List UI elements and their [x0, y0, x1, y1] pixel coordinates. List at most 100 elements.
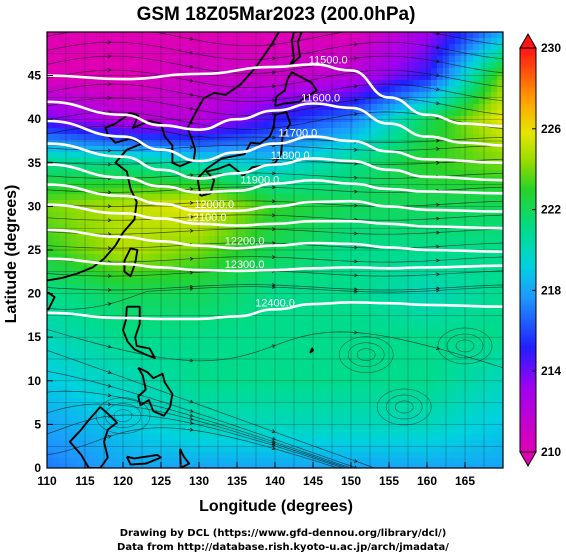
- field-cell: [335, 80, 342, 87]
- field-cell: [173, 56, 180, 63]
- field-cell: [365, 368, 372, 375]
- field-cell: [47, 176, 54, 183]
- field-cell: [317, 308, 324, 315]
- field-cell: [263, 392, 270, 399]
- field-cell: [275, 68, 282, 75]
- field-cell: [311, 38, 318, 45]
- field-cell: [155, 332, 162, 339]
- field-cell: [143, 416, 150, 423]
- field-cell: [191, 140, 198, 147]
- field-cell: [131, 278, 138, 285]
- field-cell: [311, 362, 318, 369]
- field-cell: [359, 320, 366, 327]
- field-cell: [449, 182, 456, 189]
- field-cell: [143, 218, 150, 225]
- field-cell: [65, 98, 72, 105]
- field-cell: [407, 404, 414, 411]
- field-cell: [113, 410, 120, 417]
- field-cell: [203, 302, 210, 309]
- field-cell: [239, 182, 246, 189]
- field-cell: [305, 248, 312, 255]
- field-cell: [401, 134, 408, 141]
- field-cell: [431, 38, 438, 45]
- field-cell: [131, 140, 138, 147]
- field-cell: [347, 194, 354, 201]
- field-cell: [335, 284, 342, 291]
- field-cell: [329, 206, 336, 213]
- field-cell: [47, 404, 54, 411]
- field-cell: [401, 230, 408, 237]
- field-cell: [59, 272, 66, 279]
- field-cell: [185, 362, 192, 369]
- field-cell: [359, 272, 366, 279]
- field-cell: [323, 290, 330, 297]
- field-cell: [425, 50, 432, 57]
- chart-title: GSM 18Z05Mar2023 (200.0hPa): [137, 4, 416, 25]
- field-cell: [467, 326, 474, 333]
- field-cell: [47, 326, 54, 333]
- field-cell: [227, 356, 234, 363]
- field-cell: [209, 134, 216, 141]
- field-cell: [119, 344, 126, 351]
- field-cell: [425, 386, 432, 393]
- field-cell: [203, 116, 210, 123]
- field-cell: [365, 62, 372, 69]
- field-cell: [221, 194, 228, 201]
- field-cell: [77, 380, 84, 387]
- field-cell: [389, 134, 396, 141]
- field-cell: [209, 410, 216, 417]
- field-cell: [209, 296, 216, 303]
- field-cell: [341, 206, 348, 213]
- field-cell: [455, 368, 462, 375]
- field-cell: [425, 170, 432, 177]
- field-cell: [143, 134, 150, 141]
- field-cell: [167, 314, 174, 321]
- field-cell: [347, 134, 354, 141]
- field-cell: [395, 302, 402, 309]
- field-cell: [473, 212, 480, 219]
- field-cell: [191, 98, 198, 105]
- field-cell: [365, 140, 372, 147]
- field-cell: [479, 416, 486, 423]
- field-cell: [59, 176, 66, 183]
- field-cell: [497, 146, 503, 153]
- field-cell: [251, 332, 258, 339]
- field-cell: [467, 278, 474, 285]
- field-cell: [479, 56, 486, 63]
- field-cell: [161, 392, 168, 399]
- field-cell: [323, 194, 330, 201]
- field-cell: [479, 80, 486, 87]
- field-cell: [161, 314, 168, 321]
- field-cell: [53, 110, 60, 117]
- field-cell: [131, 38, 138, 45]
- field-cell: [461, 356, 468, 363]
- field-cell: [155, 422, 162, 429]
- field-cell: [161, 422, 168, 429]
- field-cell: [395, 176, 402, 183]
- field-cell: [395, 362, 402, 369]
- field-cell: [137, 386, 144, 393]
- field-cell: [65, 416, 72, 423]
- field-cell: [455, 44, 462, 51]
- field-cell: [293, 248, 300, 255]
- field-cell: [131, 290, 138, 297]
- field-cell: [299, 392, 306, 399]
- field-cell: [497, 116, 503, 123]
- field-cell: [317, 194, 324, 201]
- field-cell: [155, 356, 162, 363]
- field-cell: [269, 194, 276, 201]
- field-cell: [113, 200, 120, 207]
- field-cell: [221, 326, 228, 333]
- field-cell: [137, 296, 144, 303]
- field-cell: [329, 104, 336, 111]
- field-cell: [287, 152, 294, 159]
- field-cell: [113, 416, 120, 423]
- field-cell: [479, 218, 486, 225]
- field-cell: [389, 86, 396, 93]
- field-cell: [305, 164, 312, 171]
- field-cell: [419, 104, 426, 111]
- field-cell: [269, 368, 276, 375]
- field-cell: [473, 296, 480, 303]
- field-cell: [341, 224, 348, 231]
